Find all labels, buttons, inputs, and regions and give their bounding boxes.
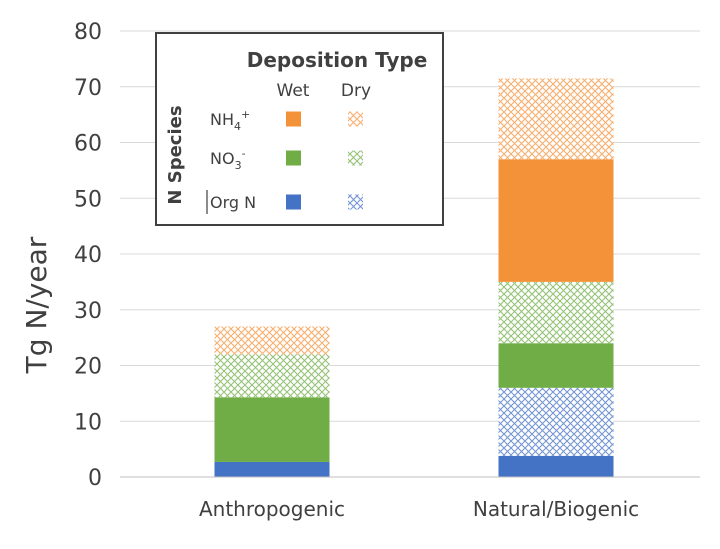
- x-tick-label: Natural/Biogenic: [473, 497, 639, 521]
- legend-swatch-dry: [348, 194, 363, 210]
- axes: 0 10 20 30 40 50 60 70 80 Anthropogenic Natural/Bi…: [74, 20, 700, 521]
- bar-anthropogenic-no3-wet: [214, 397, 330, 462]
- legend-side-label: N Species: [165, 105, 186, 204]
- y-tick-label: 10: [74, 410, 102, 435]
- legend-col-dry: Dry: [341, 81, 371, 101]
- bar-natural-biogenic-nh4-dry: [498, 78, 614, 160]
- legend-col-wet: Wet: [277, 81, 310, 101]
- bar-natural-biogenic-no3-wet: [498, 343, 614, 388]
- bar-natural-biogenic-nh4-wet: [498, 159, 614, 282]
- y-tick-label: 30: [74, 299, 102, 324]
- y-axis-label: Tg N/year: [20, 236, 53, 374]
- y-tick-label: 40: [74, 243, 102, 268]
- legend-swatch-wet: [286, 150, 301, 166]
- legend-swatch-wet: [286, 194, 301, 210]
- legend-row-label: NO3-: [210, 147, 246, 172]
- legend-title: Deposition Type: [247, 48, 428, 72]
- y-tick-label: 50: [74, 187, 102, 212]
- y-tick-label: 20: [74, 355, 102, 380]
- bars: [214, 78, 614, 477]
- y-tick-label: 70: [74, 76, 102, 101]
- legend-row-label: Org N: [210, 193, 256, 212]
- x-tick-label: Anthropogenic: [199, 497, 345, 521]
- bar-natural-biogenic-no3-dry: [498, 281, 614, 344]
- legend-swatch-dry: [348, 150, 363, 166]
- y-tick-label: 80: [74, 20, 102, 45]
- legend-row-label: NH4+: [210, 108, 250, 133]
- bar-anthropogenic-org-n-wet: [214, 461, 330, 477]
- y-tick-label: 0: [88, 466, 102, 491]
- bar-anthropogenic-nh4-dry: [214, 326, 330, 355]
- legend-swatch-wet: [286, 111, 301, 127]
- bar-anthropogenic-no3-dry: [214, 354, 330, 398]
- legend-swatch-dry: [348, 111, 363, 127]
- legend-frame: [155, 32, 444, 226]
- bar-natural-biogenic-org-n-dry: [498, 387, 614, 456]
- y-tick-label: 60: [74, 132, 102, 157]
- legend: Deposition Type Wet Dry N Species NH4+ NO…: [155, 32, 444, 226]
- bar-natural-biogenic-org-n-wet: [498, 455, 614, 477]
